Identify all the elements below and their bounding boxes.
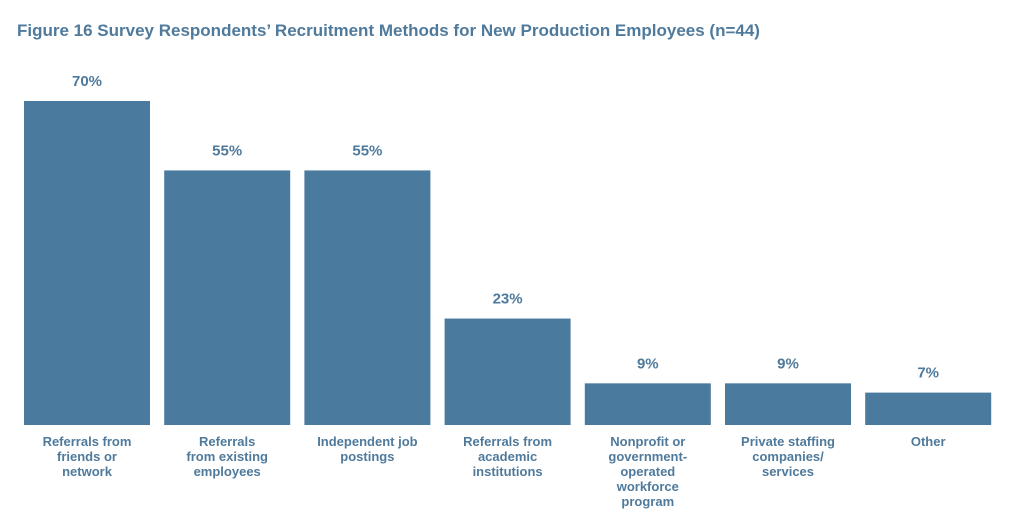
category-label-line: operated	[620, 464, 676, 479]
bar	[24, 101, 150, 425]
value-label: 55%	[212, 142, 242, 159]
category-label-line: from existing	[186, 449, 268, 464]
category-label-line: Referrals from	[463, 434, 553, 449]
bar	[865, 392, 992, 425]
category-label: Referrals from existing employees	[157, 434, 297, 479]
category-label: Other	[858, 434, 998, 449]
bar	[725, 383, 851, 425]
category-label: Referrals from academic institutions	[438, 434, 578, 479]
bar	[584, 383, 711, 425]
category-label: Independent job postings	[297, 434, 437, 464]
category-label-line: postings	[340, 449, 395, 464]
category-label-line: government-	[608, 449, 688, 464]
category-label: Private staffing companies/services	[718, 434, 858, 479]
category-label-line: employees	[193, 464, 261, 479]
value-label: 23%	[493, 291, 523, 308]
category-label-line: services	[761, 464, 815, 479]
bar	[444, 318, 571, 425]
value-label: 9%	[777, 355, 799, 372]
category-label-line: institutions	[472, 464, 543, 479]
category-label: Nonprofit or government-operated workforce…	[578, 434, 718, 509]
category-label: Referrals from friends or network	[17, 434, 157, 479]
category-label-line: Referrals	[199, 434, 256, 449]
category-label-line: Nonprofit or	[610, 434, 686, 449]
category-label-line: friends or	[57, 449, 117, 464]
value-label: 9%	[637, 355, 659, 372]
bar	[304, 170, 431, 425]
value-label: 7%	[917, 365, 939, 382]
category-label-line: Private staffing	[741, 434, 835, 449]
category-label-line: network	[62, 464, 112, 479]
category-label-line: companies/	[752, 449, 824, 464]
value-label: 55%	[352, 142, 382, 159]
category-label-line: Other	[910, 434, 946, 449]
bar	[164, 170, 291, 425]
value-label: 70%	[72, 73, 102, 90]
category-label-line: Referrals from	[42, 434, 132, 449]
category-label-line: Independent job	[317, 434, 418, 449]
category-label-line: program	[621, 494, 675, 509]
category-label-line: workforce	[616, 479, 679, 494]
category-label-line: academic	[477, 449, 538, 464]
chart-title: Figure 16 Survey Respondents’ Recruitmen…	[17, 21, 760, 40]
